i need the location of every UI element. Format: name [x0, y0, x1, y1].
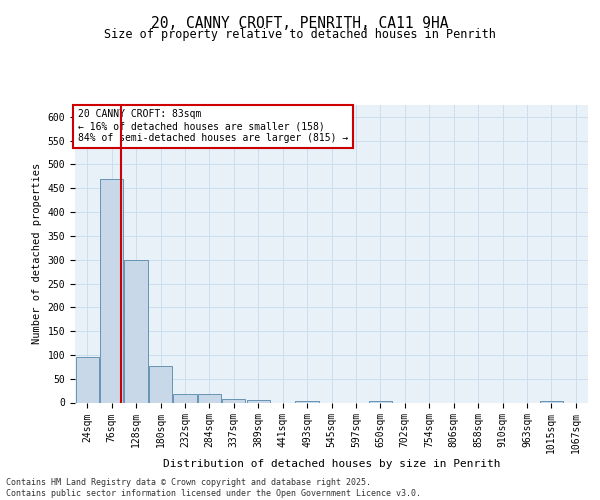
Bar: [540, 400, 563, 402]
Bar: [247, 400, 270, 402]
Text: 20 CANNY CROFT: 83sqm
← 16% of detached houses are smaller (158)
84% of semi-det: 20 CANNY CROFT: 83sqm ← 16% of detached …: [77, 110, 348, 142]
Bar: [100, 179, 123, 402]
Bar: [173, 394, 197, 402]
Bar: [76, 358, 99, 403]
Text: Size of property relative to detached houses in Penrith: Size of property relative to detached ho…: [104, 28, 496, 41]
Bar: [124, 260, 148, 402]
X-axis label: Distribution of detached houses by size in Penrith: Distribution of detached houses by size …: [163, 459, 500, 469]
Y-axis label: Number of detached properties: Number of detached properties: [32, 163, 42, 344]
Bar: [222, 398, 245, 402]
Text: Contains HM Land Registry data © Crown copyright and database right 2025.
Contai: Contains HM Land Registry data © Crown c…: [6, 478, 421, 498]
Bar: [149, 366, 172, 403]
Bar: [369, 401, 392, 402]
Text: 20, CANNY CROFT, PENRITH, CA11 9HA: 20, CANNY CROFT, PENRITH, CA11 9HA: [151, 16, 449, 31]
Bar: [295, 400, 319, 402]
Bar: [198, 394, 221, 402]
